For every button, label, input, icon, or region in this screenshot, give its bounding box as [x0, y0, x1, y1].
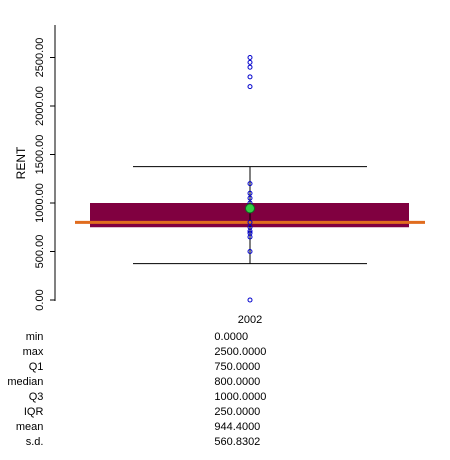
data-point: [247, 224, 253, 230]
stat-value: 560.8302: [214, 436, 261, 448]
data-point: [247, 195, 253, 201]
data-point: [247, 190, 253, 196]
data-point: [247, 55, 253, 60]
stat-row: mean 944.4000: [0, 420, 450, 435]
stat-name: max: [22, 346, 44, 358]
stat-name: median: [7, 376, 44, 388]
mean-marker: [245, 203, 255, 214]
stat-name: IQR: [23, 406, 44, 418]
stat-name: Q3: [28, 391, 44, 403]
data-point: [247, 249, 253, 254]
stat-row: min 0.0000: [0, 330, 450, 345]
data-point: [247, 84, 253, 90]
stat-row: Q3 1000.0000: [0, 390, 450, 405]
data-point: [247, 297, 253, 303]
stat-row: max 2500.0000: [0, 345, 450, 360]
data-point: [247, 64, 253, 70]
y-tick-label: 2000.00: [34, 86, 46, 126]
y-axis: 0.00 500.00 1000.00 1500.00 2000.00 2500.00: [34, 25, 56, 311]
stat-name: s.d.: [25, 436, 44, 448]
stat-row: s.d. 560.8302: [0, 435, 450, 450]
data-point: [247, 219, 253, 225]
stat-row: median 800.0000: [0, 375, 450, 390]
y-tick-label: 0.00: [34, 289, 46, 310]
stat-row: Q1 750.0000: [0, 360, 450, 375]
data-point: [247, 74, 253, 80]
stat-row: IQR 250.0000: [0, 405, 450, 420]
stat-value: 250.0000: [214, 406, 261, 418]
data-point: [247, 59, 253, 65]
y-tick-label: 1000.00: [34, 183, 46, 223]
summary-stats-table: min 0.0000 max 2500.0000 Q1 750.0000 median 800…: [0, 330, 450, 450]
y-tick-label: 1500.00: [34, 135, 46, 175]
y-axis-title: RENT: [14, 146, 28, 179]
stat-name: mean: [15, 421, 44, 433]
data-point: [247, 230, 253, 236]
plot-area: [75, 55, 425, 303]
data-point: [247, 181, 253, 187]
stat-name: min: [25, 331, 44, 343]
stat-value: 1000.0000: [214, 391, 267, 403]
stat-value: 750.0000: [214, 361, 261, 373]
stat-name: Q1: [28, 361, 44, 373]
box-plot: 0.00 500.00 1000.00 1500.00 2000.00 2500.00 R…: [14, 25, 425, 326]
stat-value: 2500.0000: [214, 346, 267, 358]
stat-value: 800.0000: [214, 376, 261, 388]
stat-value: 944.4000: [214, 421, 261, 433]
x-category-label: 2002: [238, 314, 262, 326]
stat-value: 0.0000: [214, 331, 249, 343]
y-tick-label: 500.00: [34, 235, 46, 269]
y-tick-label: 2500.00: [34, 38, 46, 78]
